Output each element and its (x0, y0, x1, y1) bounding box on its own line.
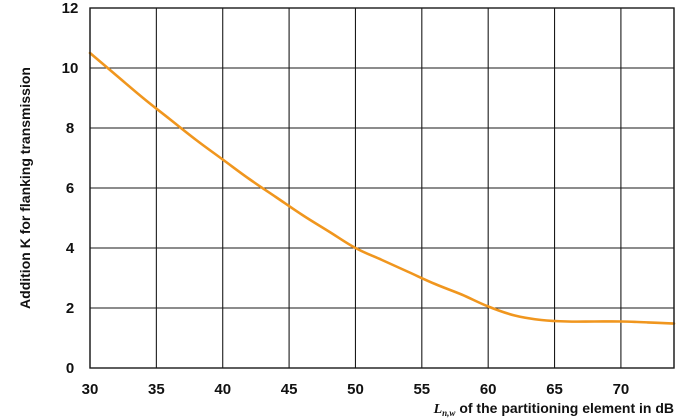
x-axis-title: Ln,w of the partitioning element in dB (433, 400, 674, 418)
x-tick-label: 70 (613, 381, 630, 398)
x-tick-label: 30 (82, 381, 99, 398)
x-tick-label: 40 (214, 381, 231, 398)
x-tick-label: 35 (148, 381, 165, 398)
grid (89, 7, 675, 369)
x-tick-label: 45 (281, 381, 298, 398)
x-tick-labels: 30 35 40 45 50 55 60 65 70 (82, 381, 630, 398)
x-tick-label: 50 (347, 381, 364, 398)
x-axis-title-subscript: n,w (442, 408, 456, 418)
x-tick-label: 55 (413, 381, 430, 398)
y-tick-label: 8 (66, 120, 74, 137)
x-axis-title-text: of the partitioning element in dB (455, 400, 674, 416)
series-layer (88, 51, 676, 325)
y-tick-label: 6 (66, 180, 74, 197)
y-axis-title: Addition K for flanking transmission (17, 67, 33, 309)
x-tick-label: 65 (546, 381, 563, 398)
x-tick-label: 60 (480, 381, 497, 398)
plot-frame (89, 7, 675, 369)
y-tick-label: 12 (62, 0, 79, 17)
y-tick-label: 0 (66, 360, 74, 377)
y-tick-label: 2 (66, 300, 74, 317)
y-tick-label: 4 (66, 240, 75, 257)
y-tick-label: 10 (62, 60, 79, 77)
y-tick-labels: 0 2 4 6 8 10 12 (62, 0, 79, 377)
series-line (88, 51, 676, 325)
x-axis-title-symbol: L (433, 402, 443, 417)
